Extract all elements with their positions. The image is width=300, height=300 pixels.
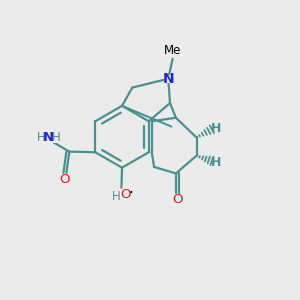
Bar [173,196,182,202]
Text: H: H [36,131,45,144]
Text: Me: Me [164,44,182,57]
Bar [40,134,57,143]
Text: H: H [211,122,222,135]
Text: H: H [211,156,222,169]
Bar [213,159,220,166]
Bar [115,190,130,198]
Text: H: H [112,190,121,203]
Text: O: O [59,173,69,186]
Bar [213,125,220,131]
Text: N: N [162,72,174,86]
Text: H: H [52,131,61,144]
Text: ·: · [129,186,134,201]
Text: N: N [43,131,54,144]
Bar [164,75,173,83]
Text: O: O [120,188,131,201]
Text: O: O [172,193,182,206]
Bar [60,176,68,183]
